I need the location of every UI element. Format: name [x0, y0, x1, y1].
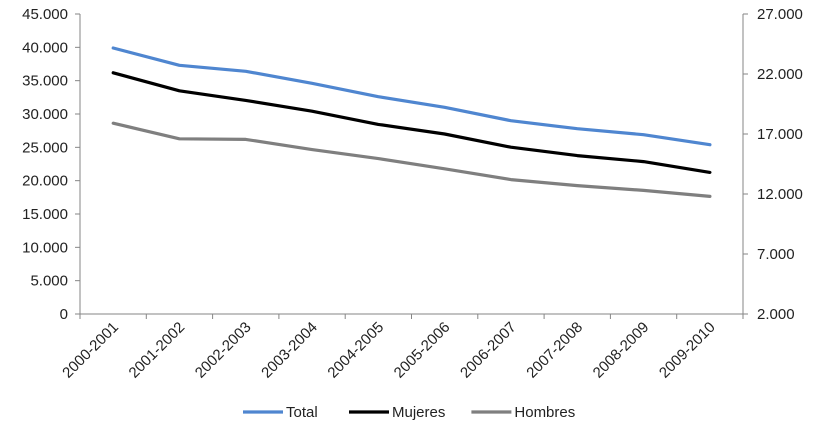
left-axis-tick-label: 40.000 — [22, 39, 68, 56]
right-axis-tick-label: 7.000 — [757, 246, 795, 263]
x-axis-tick-label: 2006-2007 — [457, 319, 520, 382]
legend-item-mujeres: Mujeres — [349, 404, 445, 421]
series-line-total — [111, 46, 712, 147]
legend-item-total: Total — [243, 404, 318, 421]
series-line-hombres — [111, 121, 712, 198]
left-axis-tick-label: 5.000 — [30, 273, 68, 290]
legend: Total Mujeres Hombres — [243, 404, 575, 421]
left-axis-tick-label: 45.000 — [22, 6, 68, 23]
legend-label: Hombres — [514, 404, 575, 421]
left-axis-tick-label: 30.000 — [22, 106, 68, 123]
x-axis-tick-label: 2001-2002 — [126, 319, 189, 382]
legend-label: Total — [286, 404, 318, 421]
left-axis-tick-label: 25.000 — [22, 139, 68, 156]
series-line-mujeres — [111, 71, 712, 174]
left-axis-tick-label: 15.000 — [22, 206, 68, 223]
legend-item-hombres: Hombres — [471, 404, 575, 421]
x-axis-tick-label: 2008-2009 — [590, 319, 653, 382]
x-axis-tick-label: 2005-2006 — [391, 319, 454, 382]
x-axis-tick-label: 2004-2005 — [324, 319, 387, 382]
x-axis-tick-label: 2007-2008 — [523, 319, 586, 382]
left-axis-tick-label: 20.000 — [22, 173, 68, 190]
x-axis-tick-label: 2000-2001 — [59, 319, 122, 382]
left-axis-tick-label: 10.000 — [22, 239, 68, 256]
x-axis-tick-label: 2003-2004 — [258, 319, 321, 382]
right-axis-tick-label: 12.000 — [757, 186, 803, 203]
right-axis-tick-label: 27.000 — [757, 6, 803, 23]
right-axis-tick-label: 2.000 — [757, 306, 795, 323]
series-layer — [111, 46, 712, 198]
right-axis-tick-label: 17.000 — [757, 126, 803, 143]
x-axis-tick-label: 2002-2003 — [192, 319, 255, 382]
left-axis-tick-label: 35.000 — [22, 73, 68, 90]
x-axis-tick-label: 2009-2010 — [656, 319, 719, 382]
left-axis-tick-label: 0 — [60, 306, 68, 323]
right-axis-tick-label: 22.000 — [757, 66, 803, 83]
legend-label: Mujeres — [392, 404, 445, 421]
